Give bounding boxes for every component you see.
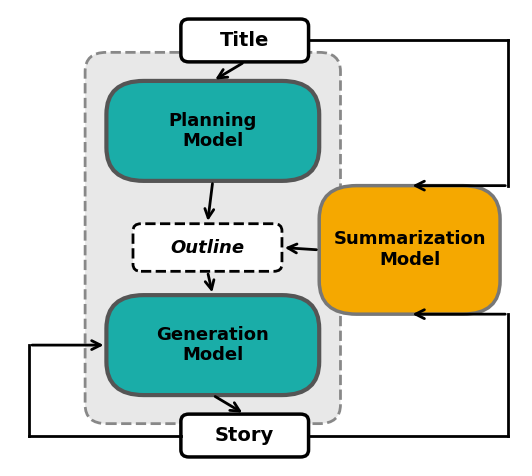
FancyBboxPatch shape — [106, 295, 319, 395]
FancyBboxPatch shape — [181, 19, 309, 62]
Text: Outline: Outline — [170, 238, 245, 257]
Text: Planning
Model: Planning Model — [169, 111, 257, 150]
FancyBboxPatch shape — [85, 52, 340, 424]
FancyBboxPatch shape — [319, 186, 500, 314]
Text: Generation
Model: Generation Model — [156, 326, 269, 365]
FancyBboxPatch shape — [181, 414, 309, 457]
Text: Title: Title — [220, 31, 269, 50]
FancyBboxPatch shape — [106, 81, 319, 181]
Text: Story: Story — [215, 426, 275, 445]
FancyBboxPatch shape — [133, 224, 282, 271]
Text: Summarization
Model: Summarization Model — [334, 230, 486, 269]
